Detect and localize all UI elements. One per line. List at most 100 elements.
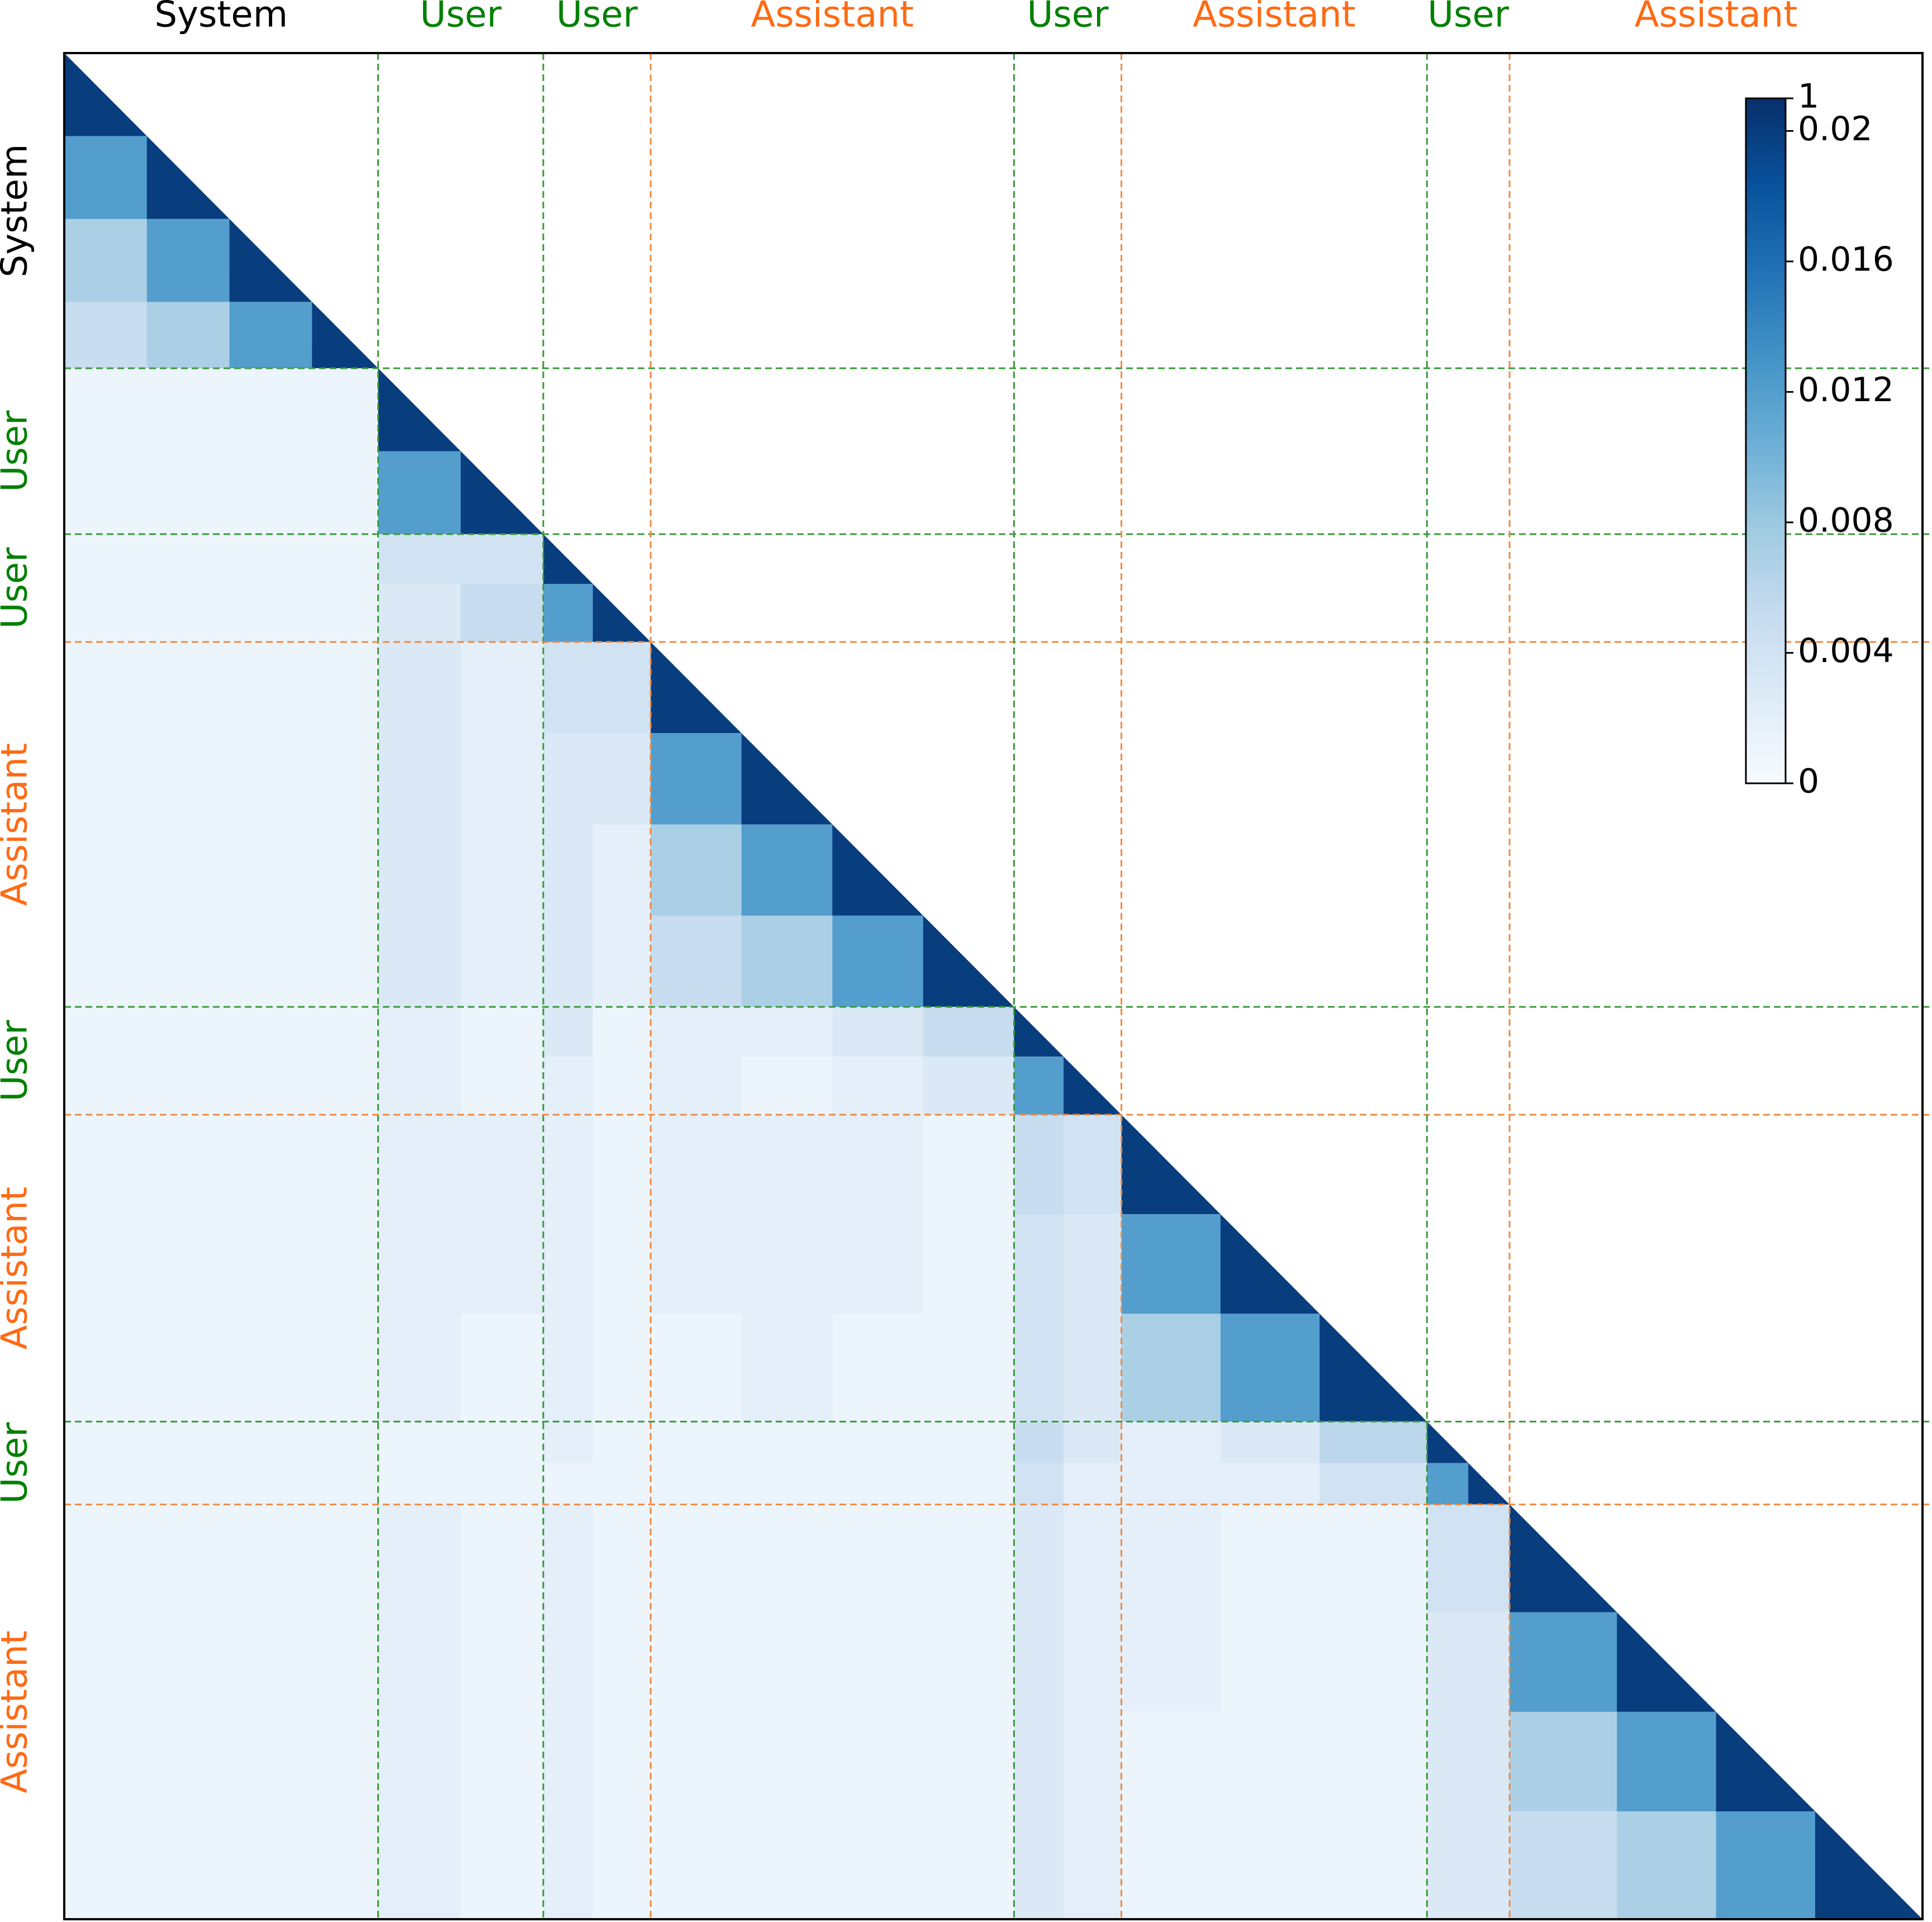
- heatmap-cell: [312, 1463, 379, 1505]
- heatmap-cell: [543, 1463, 594, 1505]
- heatmap-cell: [461, 824, 544, 916]
- heatmap-cell: [1220, 1463, 1320, 1505]
- heatmap-cell: [741, 1007, 833, 1057]
- heatmap-cell: [1014, 1463, 1064, 1505]
- heatmap-cell: [312, 1007, 379, 1057]
- heatmap-cell: [1121, 1711, 1221, 1812]
- heatmap-cell: [741, 1115, 833, 1215]
- heatmap-cell: [64, 534, 148, 584]
- segment-label-top: Assistant: [751, 0, 914, 36]
- heatmap-cell: [229, 733, 312, 825]
- heatmap-cell: [64, 1811, 148, 1920]
- heatmap-cell: [229, 1115, 312, 1215]
- heatmap-cell: [1220, 1811, 1320, 1920]
- heatmap-cell: [146, 733, 230, 825]
- heatmap-cell: [651, 1711, 742, 1812]
- heatmap-cell: [543, 1811, 594, 1920]
- heatmap-cell: [312, 451, 379, 535]
- heatmap-cell: [543, 1504, 594, 1613]
- heatmap-cell: [832, 1007, 924, 1057]
- heatmap-cell: [1014, 1421, 1064, 1464]
- heatmap-cell: [64, 1711, 148, 1812]
- heatmap-cell: [312, 733, 379, 825]
- heatmap-cell: [146, 915, 230, 1007]
- heatmap-cell: [592, 584, 651, 642]
- heatmap-cell: [146, 1612, 230, 1712]
- heatmap-cell: [312, 1421, 379, 1464]
- colorbar-tick-label: 0.008: [1798, 501, 1894, 540]
- heatmap-cell: [146, 1314, 230, 1422]
- heatmap-cell: [543, 1421, 594, 1464]
- heatmap-cell: [229, 584, 312, 643]
- heatmap-cell: [651, 1057, 742, 1115]
- heatmap-cell: [461, 1057, 544, 1115]
- heatmap-cell: [229, 218, 312, 302]
- heatmap-cell: [543, 1711, 594, 1812]
- heatmap-cell: [1617, 1711, 1717, 1812]
- heatmap-cell: [1014, 1612, 1064, 1712]
- heatmap-cell: [1121, 1811, 1221, 1920]
- segment-label-top: Assistant: [1635, 0, 1798, 36]
- heatmap-cell: [1014, 1007, 1064, 1057]
- heatmap-cell: [1427, 1504, 1469, 1613]
- heatmap-cell: [651, 1214, 742, 1314]
- heatmap-cell: [461, 1007, 544, 1057]
- segment-label-left: System: [0, 144, 36, 278]
- heatmap-cell: [1427, 1711, 1469, 1812]
- heatmap-cell: [1617, 1612, 1716, 1712]
- heatmap-cell: [1064, 1057, 1122, 1115]
- heatmap-cell: [461, 451, 544, 534]
- heatmap-cell: [1064, 1421, 1122, 1464]
- heatmap-cell: [229, 534, 312, 584]
- heatmap-cell: [146, 584, 230, 643]
- heatmap-cell: [923, 1007, 1014, 1057]
- heatmap-cell: [832, 1811, 924, 1920]
- heatmap-cell: [312, 1214, 379, 1314]
- heatmap-cell: [378, 534, 461, 584]
- heatmap-cell: [229, 1504, 312, 1613]
- heatmap-cell: [64, 53, 147, 136]
- heatmap-cell: [543, 534, 593, 584]
- heatmap-cell: [378, 368, 461, 451]
- heatmap-cell: [651, 1504, 742, 1613]
- heatmap-cell: [64, 1463, 148, 1505]
- heatmap-cell: [543, 1214, 594, 1314]
- colorbar-tick-label: 0.012: [1798, 370, 1894, 410]
- colorbar-tick-label: 0: [1798, 762, 1819, 801]
- heatmap-cell: [64, 1504, 148, 1613]
- heatmap-cell: [229, 915, 312, 1007]
- heatmap-cell: [461, 733, 544, 825]
- heatmap-cell: [461, 1711, 544, 1812]
- heatmap-cell: [741, 824, 833, 916]
- heatmap-cell: [378, 1504, 461, 1613]
- segment-label-left: User: [0, 547, 36, 629]
- heatmap-cell: [1064, 1115, 1122, 1215]
- heatmap-cell: [1014, 1057, 1064, 1115]
- heatmap-cell: [543, 1612, 594, 1712]
- heatmap-cell: [229, 368, 312, 452]
- heatmap-cell: [378, 733, 461, 825]
- heatmap-cell: [312, 1811, 379, 1920]
- heatmap-cell: [543, 1007, 594, 1057]
- segment-label-top: User: [1427, 0, 1509, 36]
- heatmap-cell: [1220, 1421, 1320, 1464]
- heatmap-cell: [741, 1711, 833, 1812]
- heatmap-cell: [461, 584, 544, 643]
- heatmap-cell: [229, 1811, 312, 1920]
- heatmap-cell: [592, 1612, 651, 1712]
- heatmap-cell: [229, 1007, 312, 1057]
- heatmap-cell: [1064, 1711, 1122, 1812]
- heatmap-cell: [651, 1007, 742, 1057]
- heatmap-cell: [461, 1314, 544, 1422]
- heatmap-cell: [1014, 1811, 1064, 1920]
- colorbar-max-label: 1: [1798, 77, 1819, 116]
- heatmap-cell: [64, 1115, 148, 1215]
- heatmap-cell: [832, 1214, 924, 1314]
- heatmap-cell: [1064, 1463, 1122, 1505]
- heatmap-cell: [146, 641, 230, 734]
- heatmap-cell: [1319, 1811, 1427, 1920]
- heatmap-cell: [1121, 1504, 1221, 1613]
- heatmap-cell: [543, 1057, 594, 1115]
- heatmap-cell: [64, 1007, 148, 1057]
